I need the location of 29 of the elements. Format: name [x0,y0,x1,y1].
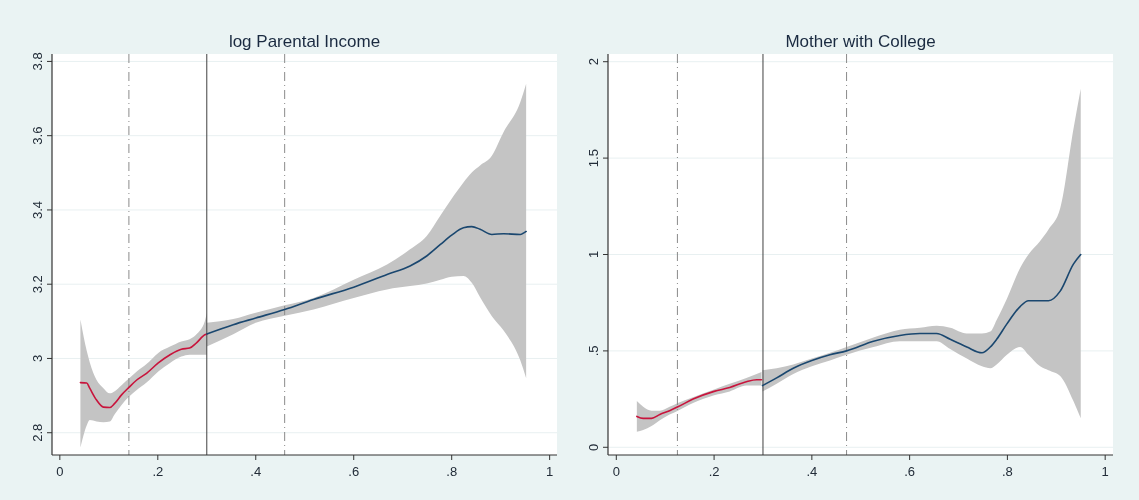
y-tick-label: 2 [586,58,601,66]
y-tick-label: 3.4 [30,200,45,219]
x-tick-label: .2 [708,464,720,479]
y-tick-label: 2.8 [30,423,45,442]
y-tick-label: 3.6 [30,126,45,145]
line-series [79,333,208,409]
x-tick-label: 0 [56,464,64,479]
x-tick-label: .8 [1001,464,1013,479]
x-tick-label: .6 [348,464,360,479]
x-tick-label: .8 [446,464,458,479]
chart-title: Mother with College [785,32,936,51]
y-tick-label: 1 [586,250,601,259]
x-tick-label: 1 [1101,464,1109,479]
y-tick-label: 3 [30,354,45,363]
chart-title: log Parental Income [228,32,381,51]
y-tick-label: 3.8 [30,52,45,71]
x-tick-label: .2 [152,464,164,479]
y-tick-label: 0 [586,443,601,451]
x-tick-label: .4 [806,464,818,479]
x-tick-label: .4 [250,464,262,479]
x-tick-label: 1 [546,464,554,479]
line-series [205,225,527,335]
line-series [636,379,763,420]
x-tick-label: 0 [612,464,620,479]
line-series [761,253,1082,387]
y-tick-label: 1.5 [586,149,601,168]
x-tick-label: .6 [904,464,916,479]
y-tick-label: 3.2 [30,275,45,294]
y-tick-label: .5 [586,345,601,357]
